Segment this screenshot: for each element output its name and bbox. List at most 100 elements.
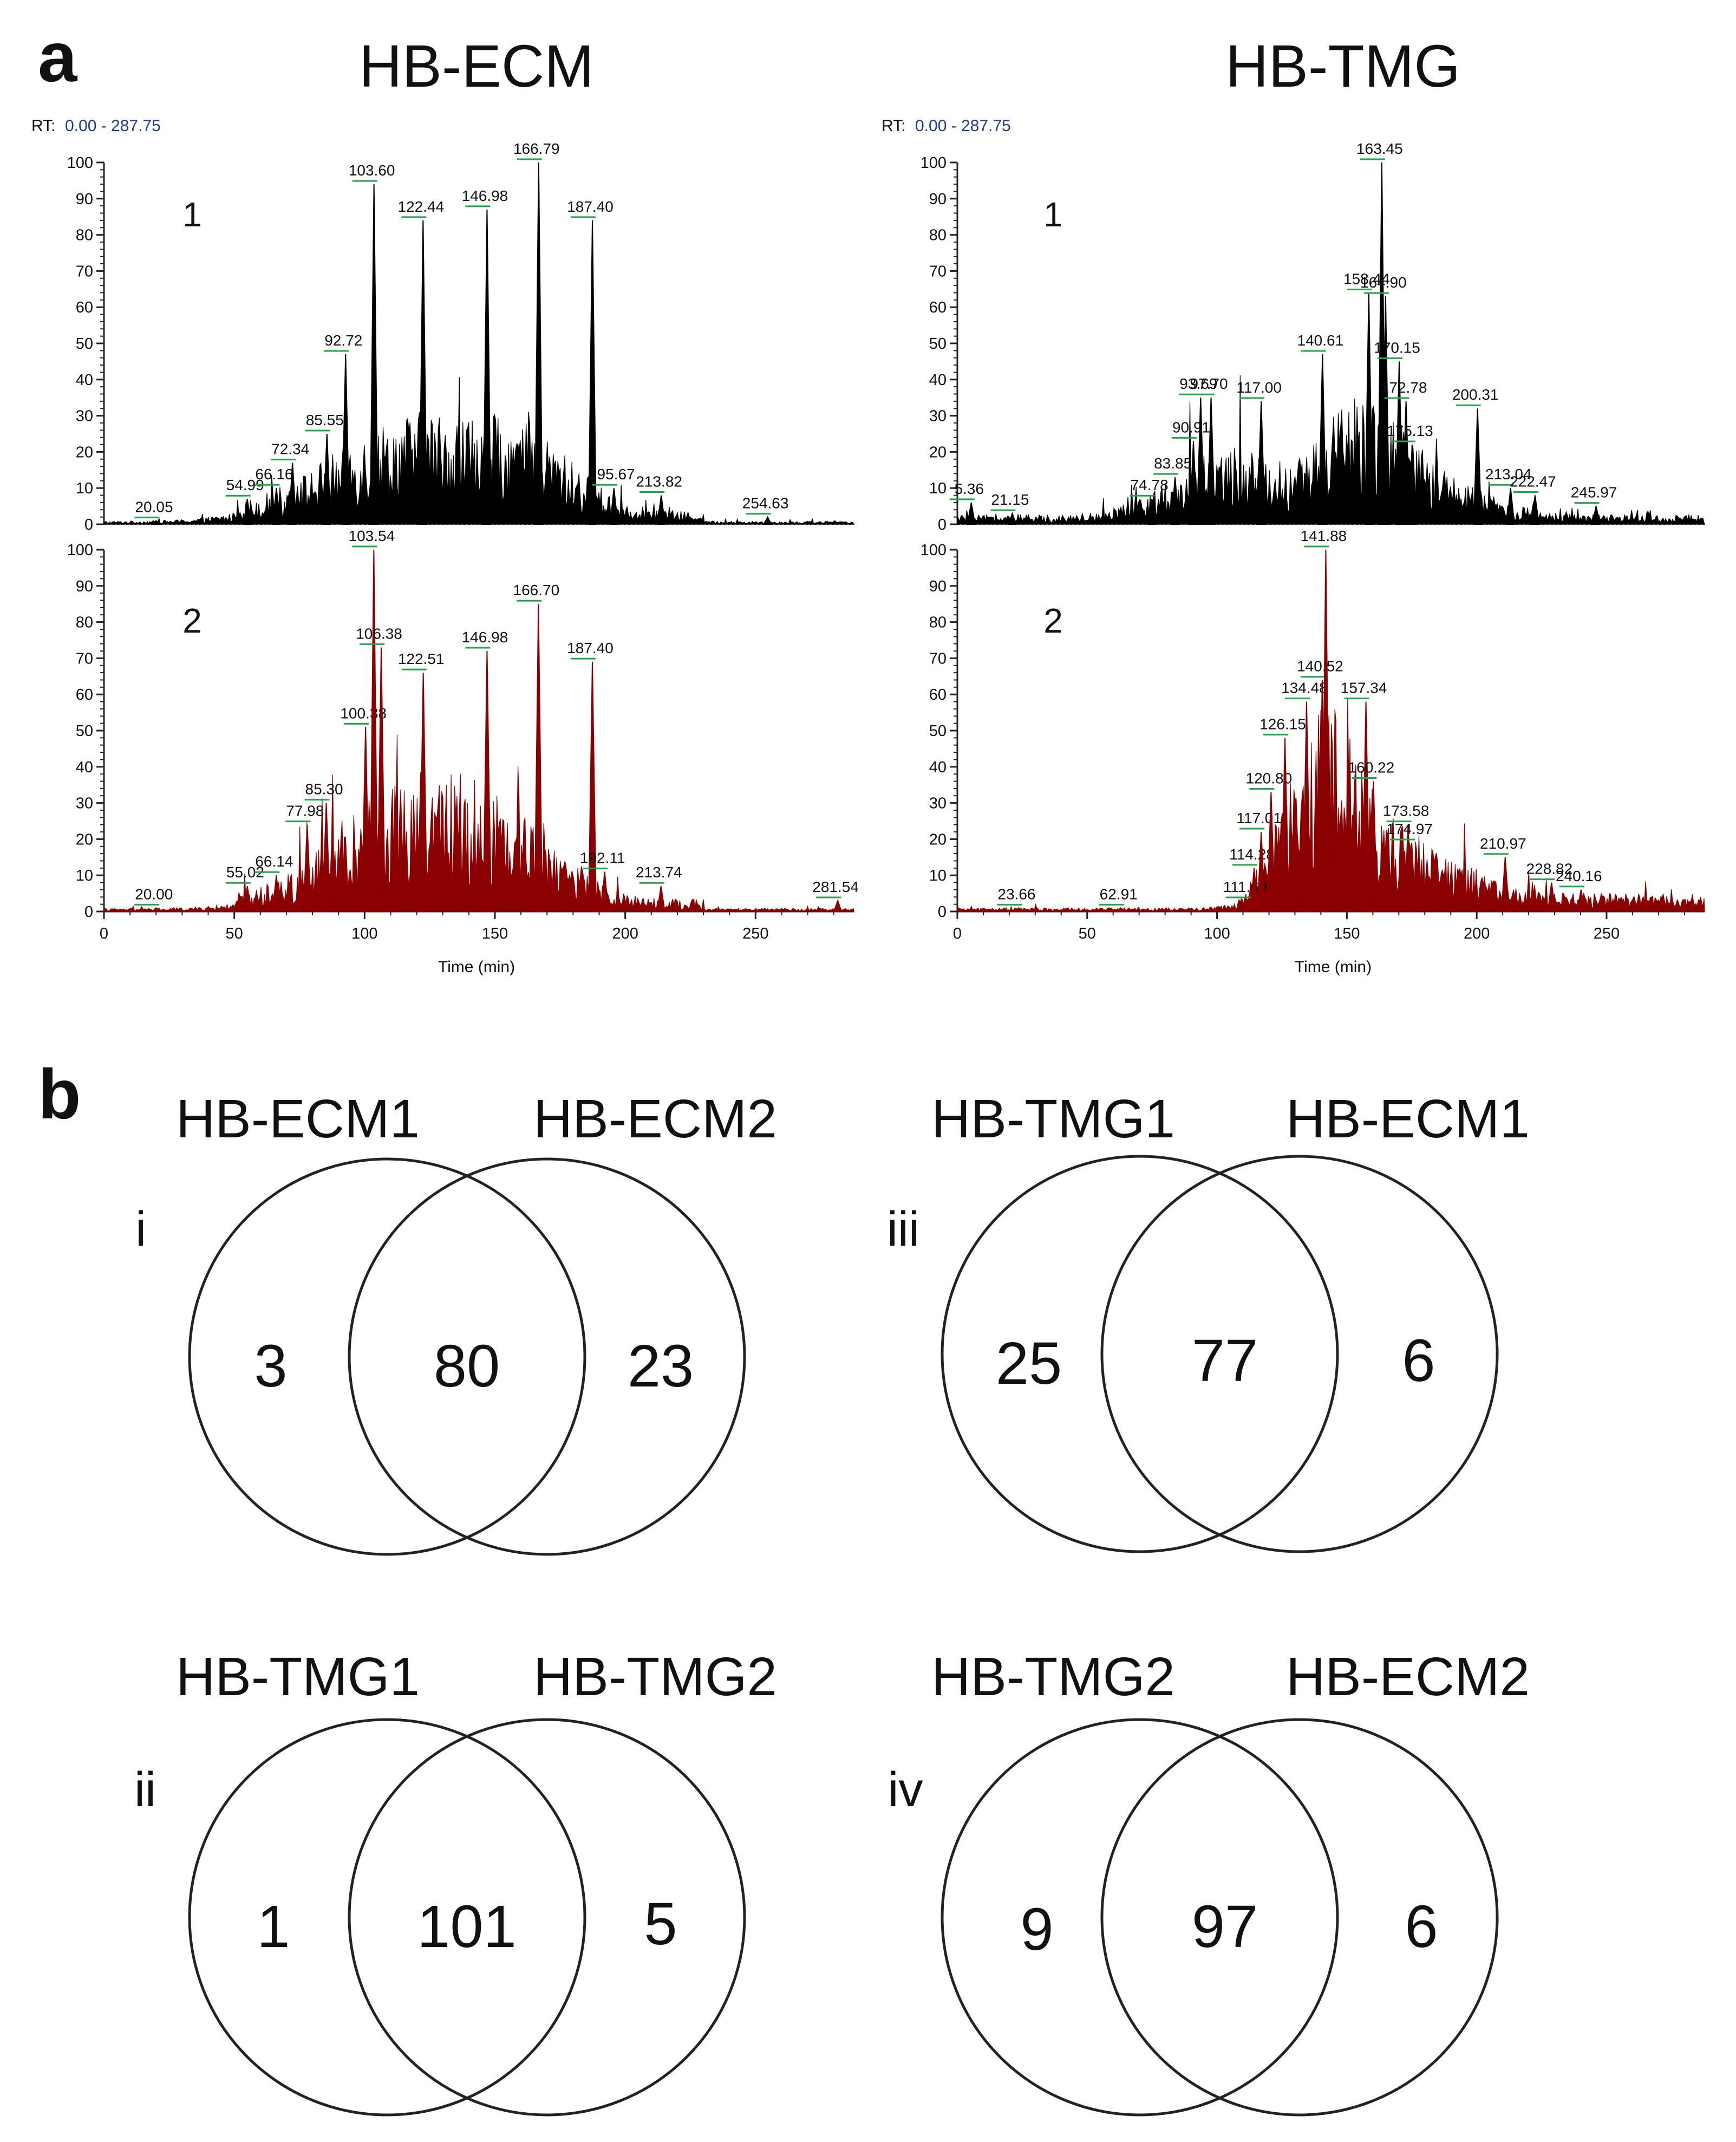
rt-range-left: 0.00 - 287.75 <box>65 117 161 135</box>
peak-mark <box>1013 907 1024 912</box>
peak-mark <box>369 549 378 912</box>
peak-mark <box>419 673 428 912</box>
x-tick-label: 0 <box>953 925 962 942</box>
peak-mark <box>1302 701 1311 912</box>
chromatogram-hb-tmg-1: 0 10 20 30 40 50 60 70 80 90 100 5.36 21.15 74.78 83.8… <box>921 140 1705 533</box>
x-tick-label: 200 <box>1464 925 1490 942</box>
peak-label: 140.61 <box>1297 332 1344 349</box>
y-tick-label: 30 <box>76 408 93 425</box>
y-tick-label: 80 <box>76 614 93 631</box>
peak-label: 66.16 <box>255 466 293 483</box>
x-axis-title-left: Time (min) <box>438 958 515 976</box>
venn-i-left-circle <box>188 1157 586 1556</box>
x-tick-label: 50 <box>1079 925 1096 942</box>
y-tick-label: 90 <box>929 191 947 208</box>
peak-mark <box>1267 792 1276 912</box>
peak-label: 213.74 <box>636 864 682 881</box>
peak-mark <box>272 875 281 912</box>
peak-mark <box>1249 868 1259 912</box>
y-tick-label: 100 <box>921 542 947 559</box>
x-tick-label: 0 <box>100 925 108 942</box>
y-tick-label: 100 <box>67 154 93 172</box>
peak-mark <box>1171 477 1180 525</box>
y-tick-label: 90 <box>76 578 93 595</box>
peak-mark <box>1364 292 1373 525</box>
peak-mark <box>588 662 597 912</box>
peak-mark <box>1506 488 1515 525</box>
venn-iii-right-circle <box>1100 1155 1499 1553</box>
venn-iv-left-circle <box>941 1718 1339 2117</box>
peak-mark <box>369 184 378 525</box>
peak-label: 175.13 <box>1387 422 1433 439</box>
peak-mark <box>288 463 297 525</box>
y-tick-label: 10 <box>76 867 93 884</box>
peak-mark <box>1547 882 1556 912</box>
peak-label: 74.78 <box>1131 477 1169 493</box>
peak-mark <box>1381 296 1390 525</box>
peak-label: 97.70 <box>1190 375 1228 392</box>
y-tick-label: 30 <box>929 795 947 812</box>
y-tick-label: 70 <box>929 263 947 280</box>
peak-label: 140.52 <box>1297 657 1343 674</box>
peak-label: 166.79 <box>513 140 560 157</box>
peak-label: 213.04 <box>1485 466 1532 483</box>
venn-ii-right-label: HB-TMG2 <box>533 1646 777 1707</box>
peak-mark <box>243 499 252 525</box>
venn-iv-right-only: 6 <box>1405 1893 1438 1960</box>
peak-mark <box>1407 444 1417 525</box>
rt-range-right: 0.00 - 287.75 <box>915 117 1011 135</box>
y-tick-label: 90 <box>76 191 93 208</box>
y-tick-label: 30 <box>929 408 947 425</box>
x-tick-label: 100 <box>351 925 377 942</box>
x-axis-title-right: Time (min) <box>1295 958 1372 976</box>
peak-mark <box>1189 441 1198 525</box>
peak-label: 126.15 <box>1259 715 1306 732</box>
peak-label: 77.98 <box>286 803 324 819</box>
peak-label: 213.82 <box>636 473 682 490</box>
replicate-label-tmg-2: 2 <box>1043 601 1063 640</box>
peak-mark <box>322 803 331 912</box>
peak-label: 85.55 <box>306 412 344 428</box>
venn-ii-left-only: 1 <box>257 1893 290 1960</box>
peak-label: 210.97 <box>1480 835 1526 852</box>
rt-prefix-left: RT: <box>31 117 55 135</box>
y-tick-label: 100 <box>67 542 93 559</box>
peak-mark <box>341 354 350 525</box>
peak-label: 222.47 <box>1510 473 1556 490</box>
column-title-hb-tmg: HB-TMG <box>1225 33 1460 100</box>
peak-label: 20.00 <box>135 886 173 902</box>
y-tick-label: 100 <box>921 154 947 172</box>
peak-mark <box>1401 401 1411 525</box>
peak-mark <box>151 907 161 912</box>
replicate-label-tmg-1: 1 <box>1043 195 1063 234</box>
peak-label: 122.44 <box>398 198 445 215</box>
peak-label: 134.48 <box>1281 680 1328 696</box>
peak-mark <box>482 651 492 912</box>
peak-label: 187.40 <box>567 640 614 656</box>
peak-label: 117.00 <box>1236 379 1282 396</box>
peak-mark <box>534 604 543 912</box>
peak-label: 200.31 <box>1452 386 1499 403</box>
peak-label: 157.34 <box>1341 680 1387 696</box>
venn-i-overlap: 80 <box>434 1333 500 1399</box>
peak-mark <box>656 886 665 912</box>
venn-iv-left-label: HB-TMG2 <box>931 1646 1175 1707</box>
venn-iii-left-circle <box>941 1155 1339 1553</box>
peak-label: 166.70 <box>513 582 560 598</box>
y-tick-label: 60 <box>929 299 947 316</box>
peak-mark <box>482 209 492 525</box>
venn-iv-left-only: 9 <box>1020 1896 1053 1963</box>
venn-iii-left-label: HB-TMG1 <box>931 1089 1175 1149</box>
peak-label: 114.28 <box>1229 846 1275 863</box>
peak-mark <box>1196 398 1205 525</box>
y-tick-label: 20 <box>76 444 93 461</box>
y-tick-label: 0 <box>84 903 93 921</box>
chromatogram-hb-ecm-2: 0 10 20 30 40 50 60 70 80 90 100 0 50 100 150 200 250 20.… <box>67 528 859 942</box>
y-tick-label: 10 <box>929 867 947 884</box>
peak-label: 170.15 <box>1374 339 1420 356</box>
peak-mark <box>303 824 312 912</box>
venn-iii-roman: iii <box>887 1202 919 1256</box>
venn-ii-overlap: 101 <box>417 1893 517 1960</box>
peak-label: 173.58 <box>1383 803 1430 819</box>
peak-mark <box>1500 857 1510 912</box>
